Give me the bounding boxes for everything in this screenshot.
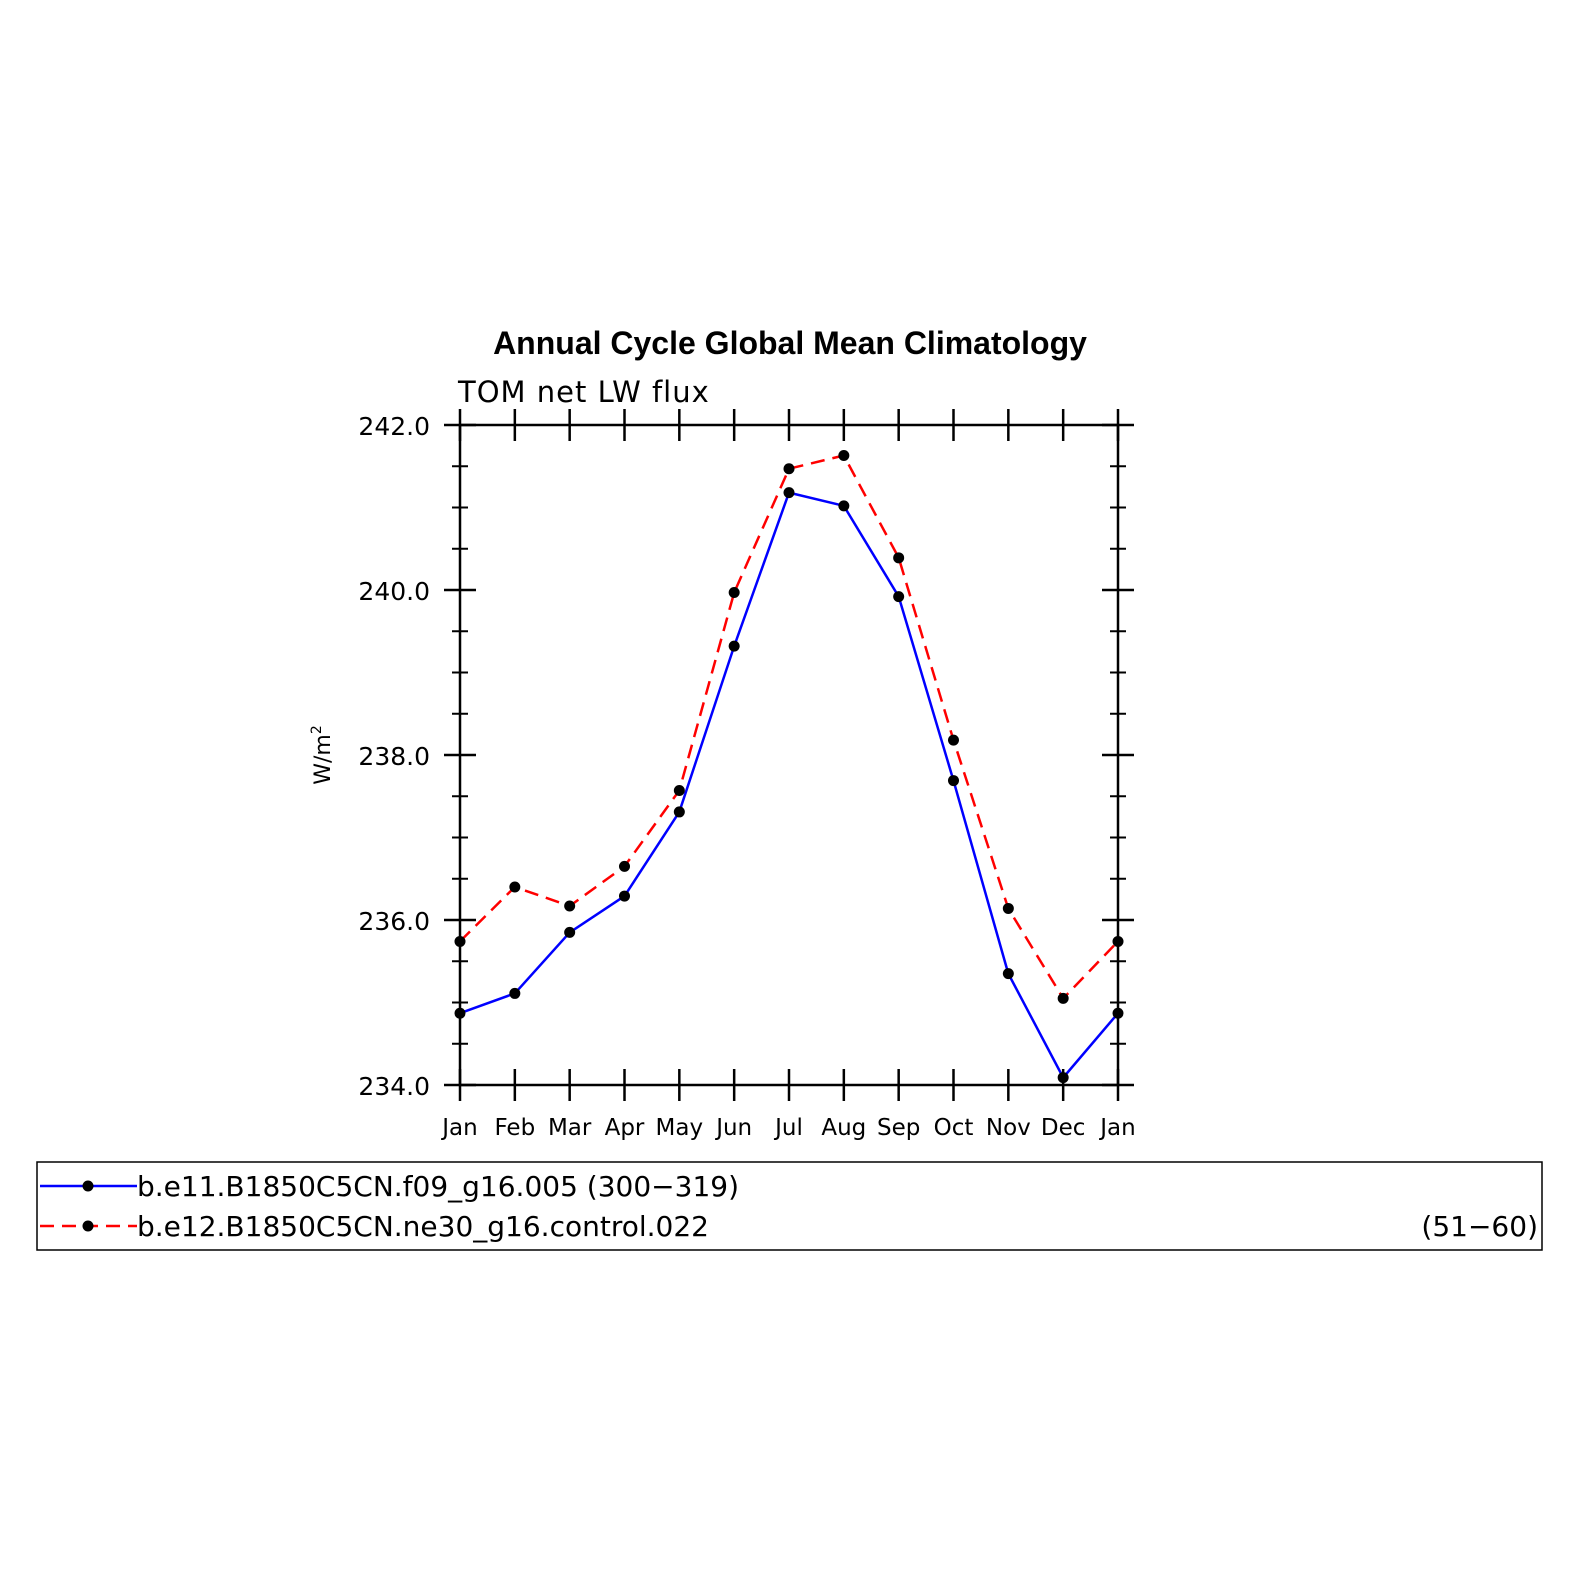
series-2-point-8 <box>838 450 850 462</box>
series-1-point-4 <box>619 890 630 902</box>
x-tick-label-12: Dec <box>1041 1115 1086 1141</box>
legend-box <box>36 1161 1543 1251</box>
chart-subtitle: TOM net LW flux <box>457 375 710 409</box>
legend-marker-2 <box>82 1220 94 1232</box>
plot-frame <box>458 423 1120 1087</box>
y-axis-label-text: W/m <box>311 734 336 785</box>
series-2-point-2 <box>509 881 521 893</box>
x-tick-label-9: Sep <box>877 1115 920 1141</box>
x-tick-label-11: Nov <box>986 1115 1031 1141</box>
series-line-1 <box>459 491 1119 1080</box>
series-line-2 <box>459 454 1119 1001</box>
series-2-point-4 <box>619 860 630 872</box>
series-2-point-11 <box>1002 902 1014 914</box>
legend-series-name-2: b.e12.B1850C5CN.ne30_g16.control.022 <box>137 1210 709 1243</box>
series-2-point-9 <box>893 552 905 564</box>
legend-label-1: b.e11.B1850C5CN.f09_g16.005 (300−319) <box>137 1170 739 1203</box>
y-tick-label-1: 234.0 <box>358 1072 430 1101</box>
legend-series-period-1: (300−319) <box>587 1170 739 1203</box>
series-1-point-10 <box>948 775 959 787</box>
x-tick-label-1: Jan <box>440 1115 477 1141</box>
series-2-point-5 <box>673 784 685 796</box>
x-tick-label-6: Jun <box>714 1115 752 1141</box>
chart-title: Annual Cycle Global Mean Climatology <box>493 325 1087 361</box>
series-1-point-5 <box>673 806 685 818</box>
y-tick-label-5: 242.0 <box>358 412 430 441</box>
series-2-point-10 <box>948 734 959 746</box>
series-1-point-2 <box>509 987 521 999</box>
series-1-point-8 <box>838 500 850 512</box>
legend-entry-1: b.e11.B1850C5CN.f09_g16.005 (300−319) <box>40 1170 739 1203</box>
series-2-point-12 <box>1057 992 1069 1004</box>
x-tick-label-3: Mar <box>548 1115 592 1141</box>
axes: Jan Feb Mar Apr May Jun Jul Aug Sep Oct Nov Dec Jan 2… <box>358 409 1136 1141</box>
series-1-point-6 <box>728 640 740 652</box>
x-tick-label-13: Jan <box>1098 1115 1135 1141</box>
series-1-point-7 <box>783 487 795 499</box>
plot-area <box>454 450 1124 1084</box>
x-tick-label-2: Feb <box>494 1115 535 1141</box>
x-tick-label-8: Aug <box>821 1115 866 1141</box>
series-2-point-6 <box>728 586 740 598</box>
y-tick-label-2: 236.0 <box>358 907 430 936</box>
y-tick-label-3: 238.0 <box>358 742 430 771</box>
series-1-point-3 <box>564 926 576 938</box>
legend: b.e11.B1850C5CN.f09_g16.005 (300−319) b.… <box>36 1161 1543 1251</box>
legend-series-period-2: (51−60) <box>1421 1210 1538 1243</box>
series-2-point-3 <box>564 900 576 912</box>
legend-marker-1 <box>82 1180 94 1192</box>
x-tick-label-4: Apr <box>605 1115 645 1141</box>
x-tick-label-7: Jul <box>773 1115 803 1141</box>
legend-series-name-1: b.e11.B1850C5CN.f09_g16.005 <box>137 1170 578 1203</box>
series-1-point-9 <box>893 591 905 603</box>
x-tick-label-5: May <box>656 1115 704 1141</box>
svg-text:W/m2: W/m2 <box>309 725 336 785</box>
x-tick-label-10: Oct <box>934 1115 974 1141</box>
series-1-point-11 <box>1002 968 1014 980</box>
y-axis-label: W/m2 <box>309 725 336 785</box>
series-2-point-7 <box>783 463 795 475</box>
y-tick-label-4: 240.0 <box>358 577 430 606</box>
legend-entry-2: b.e12.B1850C5CN.ne30_g16.control.022 (51… <box>40 1210 1538 1243</box>
y-axis-label-superscript: 2 <box>309 725 325 734</box>
